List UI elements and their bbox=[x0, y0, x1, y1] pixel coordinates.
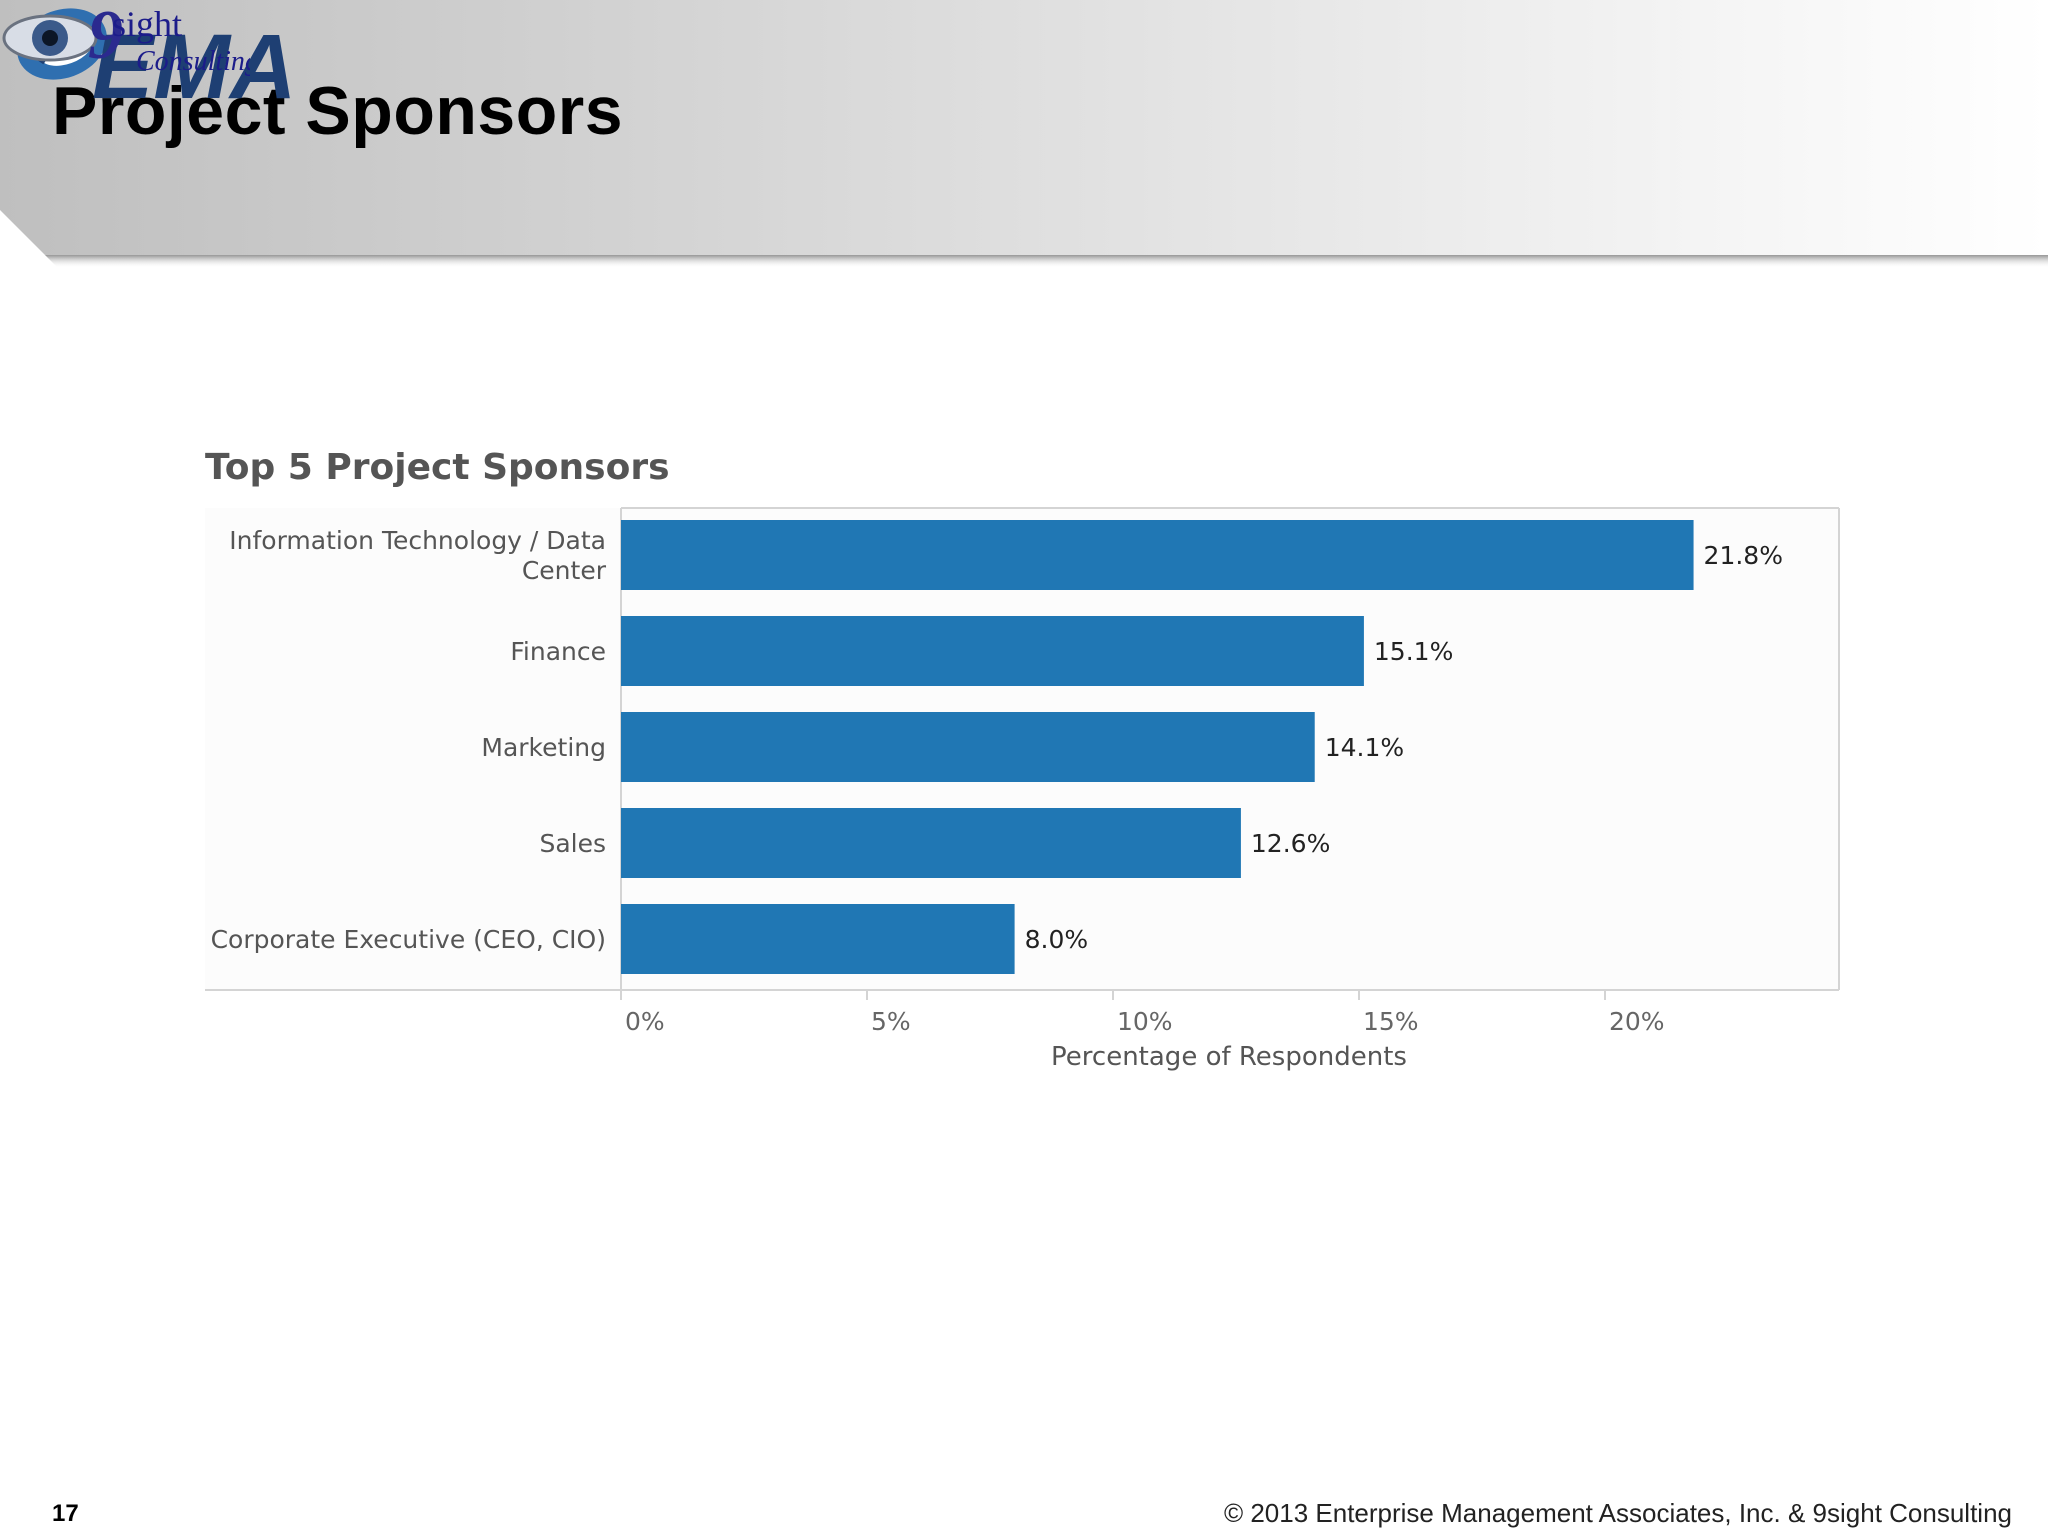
header-band bbox=[0, 0, 2048, 268]
ninesight-logo: 9 sight Consulting bbox=[2, 0, 250, 77]
category-label: Sales bbox=[539, 829, 606, 858]
category-label: Information Technology / Data bbox=[229, 526, 606, 555]
x-tick-label: 15% bbox=[1363, 1007, 1419, 1036]
category-label: Corporate Executive (CEO, CIO) bbox=[211, 925, 606, 954]
bar-value-label: 15.1% bbox=[1374, 637, 1453, 666]
ninesight-word: sight bbox=[112, 4, 182, 44]
svg-text:9: 9 bbox=[88, 0, 123, 74]
bar-value-label: 14.1% bbox=[1325, 733, 1404, 762]
bar bbox=[621, 520, 1694, 590]
slide-header: Project Sponsors EMA 9 sight Consulting bbox=[0, 0, 2048, 270]
copyright-notice: © 2013 Enterprise Management Associates,… bbox=[1223, 1498, 2012, 1528]
x-tick-label: 0% bbox=[625, 1007, 665, 1036]
x-axis-label: Percentage of Respondents bbox=[1051, 1042, 1407, 1072]
bar bbox=[621, 904, 1015, 974]
x-tick-label: 5% bbox=[871, 1007, 911, 1036]
ninesight-sub: Consulting bbox=[136, 46, 250, 77]
bar-value-label: 8.0% bbox=[1025, 925, 1089, 954]
bars: 21.8% Information Technology / DataCenter… bbox=[211, 520, 1783, 974]
x-tick-label: 20% bbox=[1609, 1007, 1665, 1036]
chart-title: Top 5 Project Sponsors bbox=[205, 447, 670, 488]
bar bbox=[621, 712, 1315, 782]
bar-value-label: 12.6% bbox=[1251, 829, 1330, 858]
bar bbox=[621, 808, 1241, 878]
category-label: Center bbox=[522, 556, 607, 585]
x-tick-label: 10% bbox=[1117, 1007, 1173, 1036]
page-number: 17 bbox=[52, 1500, 79, 1527]
bar-value-label: 21.8% bbox=[1704, 541, 1783, 570]
slide-title: Project Sponsors bbox=[52, 73, 624, 149]
bar bbox=[621, 616, 1364, 686]
x-axis: 0% 5% 10% 15% 20% bbox=[620, 990, 1665, 1036]
category-label: Finance bbox=[510, 637, 606, 666]
ema-logo-text: EMA bbox=[92, 16, 296, 110]
category-label: Marketing bbox=[481, 733, 606, 762]
